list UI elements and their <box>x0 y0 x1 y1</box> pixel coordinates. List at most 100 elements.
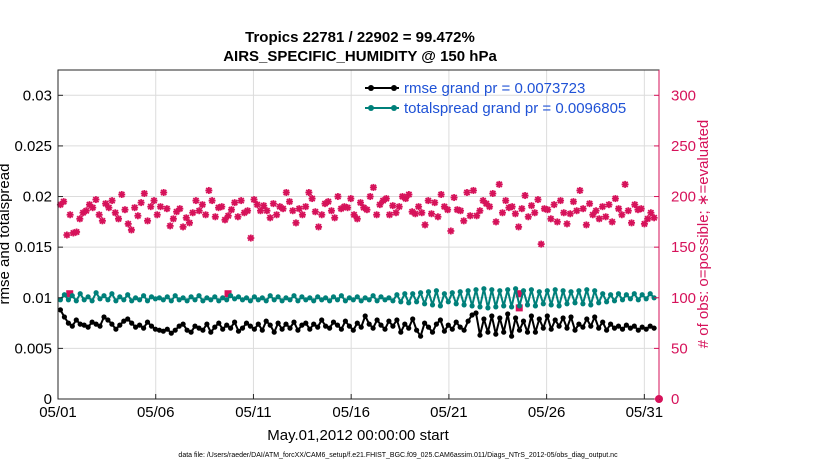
obs-evaluated-marker <box>615 205 623 213</box>
obs-evaluated-marker <box>424 197 432 205</box>
rmse-point <box>429 329 436 335</box>
rmse-point <box>57 307 64 313</box>
obs-evaluated-marker <box>147 203 155 211</box>
obs-evaluated-marker <box>192 197 200 205</box>
obs-marker-stroke <box>76 215 84 223</box>
totalspread-point <box>243 295 250 301</box>
totalspread-point <box>429 302 436 308</box>
obs-marker-stroke <box>631 201 639 208</box>
x-tick-label: 05/11 <box>235 404 271 421</box>
rmse-point <box>113 326 119 332</box>
obs-marker-stroke <box>470 187 477 194</box>
obs-marker-stroke <box>263 207 271 214</box>
totalspread-point <box>469 303 475 309</box>
obs-evaluated-marker <box>631 201 639 209</box>
obs-marker-stroke <box>421 221 429 229</box>
rmse-point <box>184 327 190 333</box>
rmse-point <box>330 319 337 325</box>
obs-marker-stroke <box>479 197 487 204</box>
totalspread-point <box>402 291 408 297</box>
totalspread-point <box>259 295 265 301</box>
obs-evaluated-marker <box>166 222 174 230</box>
rmse-point <box>144 319 151 325</box>
rmse-point <box>362 313 368 319</box>
totalspread-point <box>291 293 297 299</box>
y-tick-label-right: 50 <box>671 340 688 357</box>
rmse-point <box>473 310 479 316</box>
rmse-point <box>382 326 388 332</box>
obs-evaluated-marker <box>473 212 481 220</box>
obs-marker-stroke <box>554 218 561 226</box>
totalspread-point <box>568 289 574 295</box>
obs-marker-stroke <box>444 206 451 213</box>
obs-marker-stroke <box>202 211 209 219</box>
obs-marker-stroke <box>95 211 103 219</box>
totalspread-point <box>513 286 519 292</box>
y-tick-label-right: 300 <box>671 87 696 104</box>
obs-evaluated-marker <box>282 188 290 196</box>
obs-evaluated-marker <box>502 197 510 205</box>
totalspread-point <box>232 296 238 302</box>
obs-marker-stroke <box>160 189 167 196</box>
obs-evaluated-marker <box>411 210 419 218</box>
totalspread-point <box>346 295 352 301</box>
obs-marker-stroke <box>341 203 348 210</box>
obs-evaluated-marker <box>534 196 542 204</box>
totalspread-point <box>635 297 641 303</box>
totalspread-point <box>524 302 531 308</box>
totalspread-point <box>342 298 348 304</box>
obs-evaluated-marker <box>550 201 558 209</box>
obs-marker-stroke <box>531 209 538 216</box>
obs-marker-stroke <box>525 213 532 221</box>
obs-marker-stroke <box>412 210 419 218</box>
obs-evaluated-marker <box>60 198 68 206</box>
totalspread-point <box>445 299 451 305</box>
obs-marker-stroke <box>495 181 503 188</box>
totalspread-point <box>168 298 174 304</box>
obs-marker-stroke <box>108 197 116 204</box>
obs-marker-stroke <box>131 204 138 211</box>
totalspread-point <box>592 288 598 294</box>
legend-rmse-marker-left <box>368 85 374 91</box>
totalspread-point <box>647 291 653 297</box>
obs-evaluated-marker <box>269 200 277 208</box>
obs-evaluated-marker <box>363 206 371 214</box>
obs-evaluated-marker <box>515 223 523 231</box>
chart-title-line2: AIRS_SPECIFIC_HUMIDITY @ 150 hPa <box>223 48 497 65</box>
y-tick-label-left: 0.005 <box>14 340 52 357</box>
obs-evaluated-marker <box>311 208 319 216</box>
obs-marker-stroke <box>347 195 355 202</box>
rmse-point <box>513 315 519 321</box>
obs-evaluated-marker <box>415 203 423 211</box>
rmse-point <box>129 320 135 326</box>
obs-evaluated-marker <box>592 207 600 215</box>
rmse-point <box>505 311 511 317</box>
totalspread-point <box>473 287 479 293</box>
rmse-point <box>623 322 630 328</box>
obs-marker-stroke <box>386 211 393 219</box>
obs-marker-stroke <box>92 196 100 203</box>
obs-evaluated-marker <box>437 191 445 199</box>
obs-marker-stroke <box>570 198 577 205</box>
totalspread-point <box>125 292 131 298</box>
obs-marker-stroke <box>183 214 190 222</box>
rmse-point <box>61 314 67 320</box>
obs-evaluated-marker <box>144 217 152 225</box>
y-axis-label-left: rmse and totalspread <box>0 164 13 305</box>
obs-marker-stroke <box>537 240 545 248</box>
totalspread-point <box>216 298 222 304</box>
chart-title-line1: Tropics 22781 / 22902 = 99.472% <box>245 29 475 46</box>
y-tick-label-left: 0.015 <box>14 239 52 256</box>
totalspread-point <box>239 297 246 303</box>
obs-marker-stroke <box>399 193 406 200</box>
obs-evaluated-marker <box>105 204 113 212</box>
rmse-point <box>584 316 590 322</box>
obs-marker-stroke <box>492 218 500 226</box>
obs-evaluated-marker <box>624 207 632 215</box>
totalspread-point <box>516 303 523 309</box>
obs-evaluated-marker <box>644 215 652 223</box>
obs-evaluated-marker <box>395 203 403 211</box>
rmse-point <box>323 323 329 329</box>
obs-evaluated-marker <box>389 202 397 210</box>
obs-marker-stroke <box>608 218 616 226</box>
